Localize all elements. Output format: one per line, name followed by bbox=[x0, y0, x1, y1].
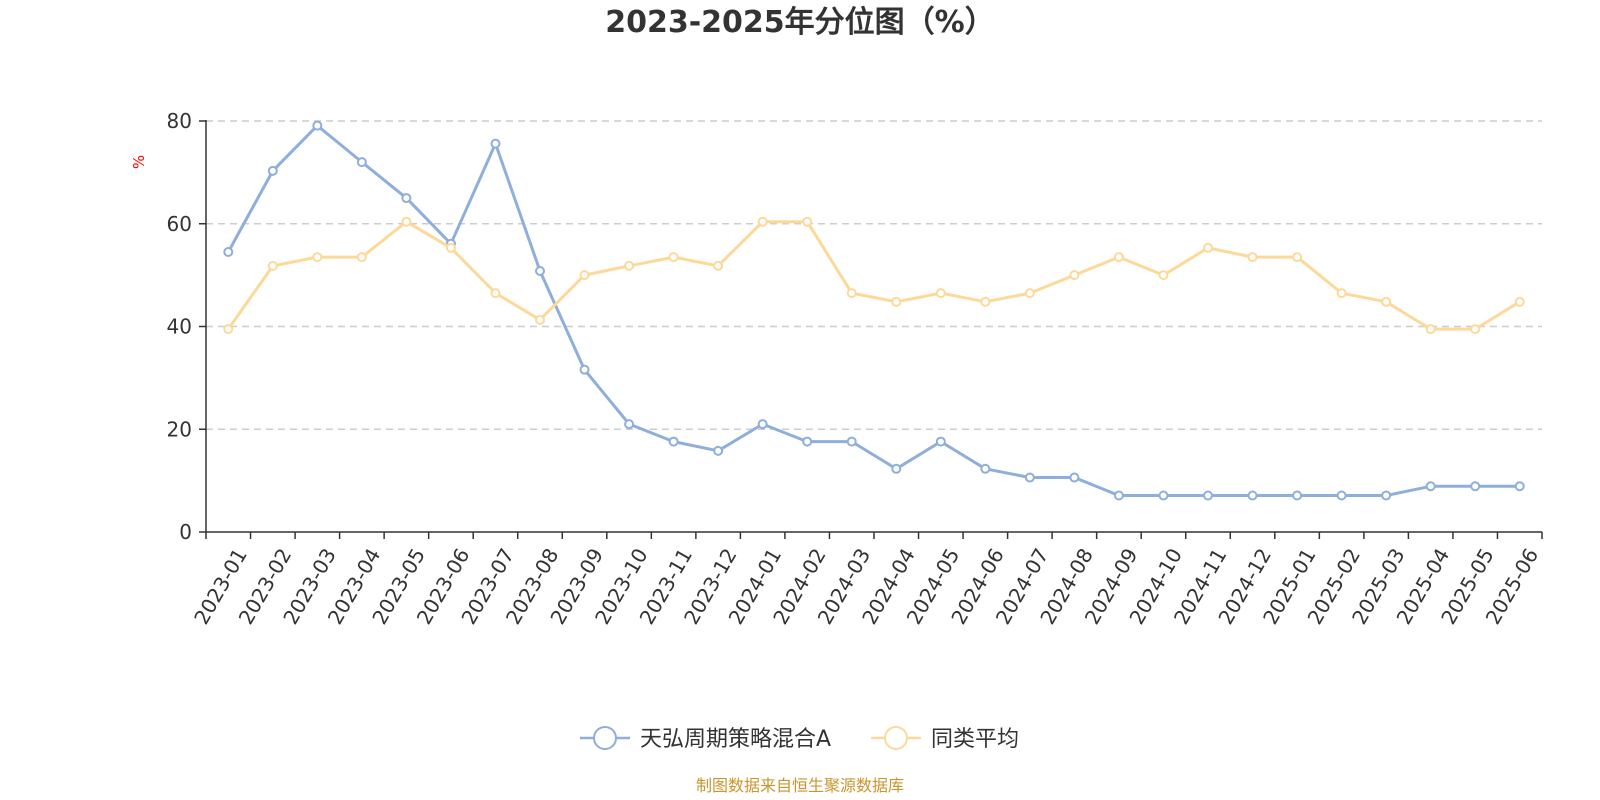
data-point[interactable] bbox=[757, 216, 768, 227]
series-0 bbox=[223, 120, 1525, 501]
chart-title: 2023-2025年分位图（%） bbox=[605, 5, 995, 40]
data-point[interactable] bbox=[1514, 481, 1525, 492]
y-tick-label: 0 bbox=[179, 520, 192, 544]
data-point[interactable] bbox=[935, 436, 946, 447]
data-point[interactable] bbox=[1158, 490, 1169, 501]
data-point[interactable] bbox=[891, 296, 902, 307]
data-point[interactable] bbox=[1113, 490, 1124, 501]
data-point[interactable] bbox=[1514, 296, 1525, 307]
legend[interactable]: 天弘周期策略混合A 同类平均 bbox=[580, 726, 1019, 752]
data-point[interactable] bbox=[624, 419, 635, 430]
data-point[interactable] bbox=[267, 260, 278, 271]
data-point[interactable] bbox=[1425, 324, 1436, 335]
data-point[interactable] bbox=[802, 216, 813, 227]
data-point[interactable] bbox=[223, 324, 234, 335]
series-1 bbox=[223, 216, 1525, 335]
legend-label: 天弘周期策略混合A bbox=[640, 727, 831, 752]
legend-marker bbox=[884, 726, 908, 750]
data-point[interactable] bbox=[1381, 490, 1392, 501]
data-point[interactable] bbox=[401, 193, 412, 204]
data-point[interactable] bbox=[401, 216, 412, 227]
data-point[interactable] bbox=[1336, 288, 1347, 299]
data-point[interactable] bbox=[312, 120, 323, 131]
data-point[interactable] bbox=[1247, 252, 1258, 263]
data-point[interactable] bbox=[490, 288, 501, 299]
data-point[interactable] bbox=[1203, 490, 1213, 501]
data-point[interactable] bbox=[1158, 270, 1169, 281]
series-line bbox=[226, 124, 1520, 497]
data-point[interactable] bbox=[757, 419, 768, 430]
data-point[interactable] bbox=[935, 288, 946, 299]
data-point[interactable] bbox=[980, 296, 991, 307]
data-point[interactable] bbox=[1024, 288, 1035, 299]
series-lines bbox=[223, 120, 1525, 501]
y-tick-label: 40 bbox=[167, 315, 192, 339]
data-point[interactable] bbox=[1381, 296, 1392, 307]
y-tick-label: 20 bbox=[167, 417, 192, 441]
data-point[interactable] bbox=[1113, 252, 1124, 263]
y-tick-label: 60 bbox=[167, 212, 192, 236]
data-point[interactable] bbox=[668, 436, 679, 447]
legend-label: 同类平均 bbox=[931, 727, 1019, 752]
data-point[interactable] bbox=[535, 266, 545, 277]
data-point[interactable] bbox=[445, 242, 456, 253]
data-point[interactable] bbox=[1336, 490, 1347, 501]
data-point[interactable] bbox=[1292, 252, 1303, 263]
data-point[interactable] bbox=[624, 260, 635, 271]
data-point[interactable] bbox=[802, 436, 813, 447]
grid-lines bbox=[206, 120, 1542, 430]
data-point[interactable] bbox=[1203, 242, 1213, 253]
data-point[interactable] bbox=[713, 260, 724, 271]
data-point[interactable] bbox=[223, 247, 234, 258]
data-point[interactable] bbox=[1292, 490, 1303, 501]
data-point[interactable] bbox=[1069, 270, 1080, 281]
data-point[interactable] bbox=[579, 270, 590, 281]
legend-item-1[interactable]: 同类平均 bbox=[871, 726, 1019, 752]
data-point[interactable] bbox=[1470, 481, 1481, 492]
data-point[interactable] bbox=[846, 436, 857, 447]
data-point[interactable] bbox=[713, 445, 724, 456]
data-point[interactable] bbox=[490, 138, 501, 149]
data-point[interactable] bbox=[267, 165, 278, 176]
axes: 0204060802023-012023-022023-032023-04202… bbox=[167, 109, 1544, 628]
data-point[interactable] bbox=[579, 364, 590, 375]
data-point[interactable] bbox=[891, 463, 902, 474]
data-point[interactable] bbox=[356, 252, 367, 263]
data-point[interactable] bbox=[1470, 324, 1481, 335]
data-point[interactable] bbox=[535, 314, 545, 325]
data-point[interactable] bbox=[1069, 472, 1080, 483]
data-point[interactable] bbox=[846, 288, 857, 299]
data-point[interactable] bbox=[668, 252, 679, 263]
legend-item-0[interactable]: 天弘周期策略混合A bbox=[580, 726, 831, 752]
data-point[interactable] bbox=[356, 157, 367, 168]
series-line bbox=[227, 220, 1521, 331]
legend-marker bbox=[593, 726, 617, 750]
y-unit-label: % bbox=[130, 155, 148, 169]
data-point[interactable] bbox=[1024, 472, 1035, 483]
y-tick-label: 80 bbox=[167, 109, 192, 133]
data-point[interactable] bbox=[312, 252, 323, 263]
source-note: 制图数据来自恒生聚源数据库 bbox=[696, 776, 904, 795]
data-point[interactable] bbox=[980, 463, 991, 474]
data-point[interactable] bbox=[1425, 481, 1436, 492]
data-point[interactable] bbox=[1247, 490, 1258, 501]
